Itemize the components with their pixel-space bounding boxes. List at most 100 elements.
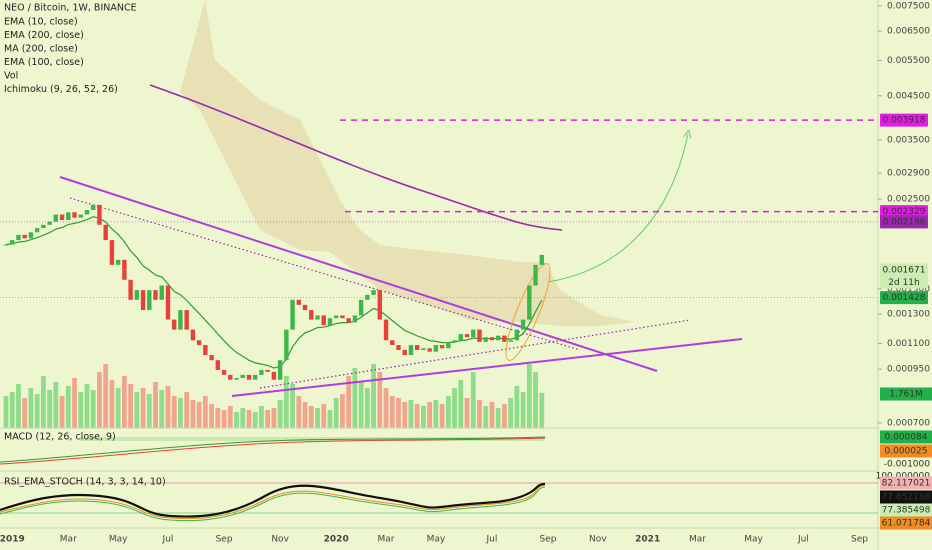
- candle-body: [477, 329, 482, 342]
- candle-body: [489, 337, 495, 341]
- candle-body: [16, 234, 21, 241]
- y-tick-label: 0.004500: [887, 91, 930, 101]
- volume-bar: [396, 398, 401, 428]
- x-tick-label: May: [744, 535, 763, 545]
- candle-body: [402, 349, 407, 356]
- candle-body: [41, 224, 46, 229]
- candle-body: [502, 335, 507, 342]
- volume-bar: [383, 388, 389, 428]
- pane-badge: [880, 444, 932, 458]
- volume-bar: [296, 396, 302, 428]
- y-tick-label: 0.001100: [887, 339, 930, 349]
- candle-body: [10, 240, 15, 245]
- candle-body: [47, 221, 52, 225]
- candle-body: [321, 315, 326, 326]
- symbol-title: NEO / Bitcoin, 1W, BINANCE: [4, 3, 137, 14]
- volume-bar: [377, 372, 383, 428]
- volume-bar: [290, 384, 295, 428]
- volume-bar: [103, 364, 109, 428]
- countdown-label: 2d 11h: [888, 278, 919, 288]
- rsi-pane: RSI_EMA_STOCH (14, 3, 3, 14, 10): [0, 477, 878, 522]
- candle-body: [78, 214, 83, 218]
- candle-body: [259, 369, 264, 375]
- candle-body: [358, 299, 364, 316]
- volume-bar: [489, 402, 495, 428]
- pane-badge-label: -0.001000: [884, 460, 930, 470]
- volume-bar: [445, 396, 451, 428]
- volume-bar: [202, 396, 208, 428]
- legend: NEO / Bitcoin, 1W, BINANCE EMA (10, clos…: [4, 3, 137, 96]
- volume-bar: [209, 404, 214, 428]
- indicator-label: Vol: [4, 71, 18, 82]
- volume-bar: [321, 404, 327, 428]
- x-tick-label: Sep: [216, 535, 233, 545]
- volume-bar: [333, 398, 339, 428]
- indicator-label: EMA (10, close): [4, 17, 78, 28]
- candle-body: [483, 337, 488, 342]
- candle-body: [390, 340, 395, 346]
- volume-bar: [402, 402, 408, 428]
- x-tick-label: Nov: [271, 535, 289, 545]
- candle-body: [352, 315, 358, 323]
- volume-bar: [128, 384, 133, 428]
- x-tick-label: Nov: [589, 535, 607, 545]
- volume-bar: [140, 388, 146, 428]
- x-tick-label: Jul: [162, 535, 174, 545]
- candle-body: [271, 371, 277, 380]
- price-badge-label: 0.001671: [883, 265, 926, 275]
- volume-bar: [3, 396, 9, 428]
- volume-bar: [246, 410, 252, 428]
- dotted-trendline: [69, 197, 581, 351]
- x-tick-label: Jul: [797, 535, 809, 545]
- y-tick-label: 0.003500: [887, 135, 930, 145]
- x-tick-label: 2020: [324, 535, 349, 545]
- x-tick-label: May: [109, 535, 128, 545]
- candle-body: [365, 294, 370, 300]
- candle-body: [296, 299, 302, 305]
- volume-bar: [502, 404, 507, 428]
- volume-bar: [184, 392, 190, 428]
- volume-bar: [196, 402, 202, 428]
- x-tick-label: Mar: [60, 535, 77, 545]
- volume-bar: [533, 372, 538, 428]
- candle-body: [34, 228, 40, 233]
- ichimoku-cloud: [180, 0, 635, 326]
- candle-body: [414, 345, 420, 350]
- volume-bar: [452, 388, 457, 428]
- volume-bar: [9, 392, 15, 428]
- candle-body: [439, 345, 445, 349]
- candle-body: [533, 264, 538, 286]
- volume-bar: [327, 410, 333, 428]
- rsi-label: RSI_EMA_STOCH (14, 3, 3, 14, 10): [4, 477, 166, 488]
- pane-badge-label: 61.071784: [882, 519, 931, 529]
- rsi-green: [0, 486, 546, 522]
- volume-bar: [78, 392, 84, 428]
- candle-body: [134, 290, 140, 300]
- candle-body: [539, 254, 544, 265]
- candle-body: [315, 315, 320, 320]
- volume-bar: [178, 398, 183, 428]
- pane-badge-label: 77.385498: [882, 506, 931, 516]
- pane-badge: [880, 430, 932, 444]
- volume-bar: [389, 396, 395, 428]
- candle-body: [246, 374, 252, 380]
- volume-bar: [90, 390, 96, 428]
- candle-body: [240, 374, 245, 378]
- volume-bar: [271, 408, 277, 428]
- volume-bar: [358, 382, 364, 428]
- candle-body: [464, 334, 470, 338]
- pane-badge-label: 0.000025: [885, 447, 928, 457]
- volume-bar: [159, 390, 165, 428]
- candle-body: [458, 334, 463, 341]
- candle-body: [184, 310, 189, 330]
- volume-bar: [340, 394, 345, 428]
- x-tick-label: Mar: [689, 535, 706, 545]
- y-tick-label: 0.000700: [887, 418, 930, 428]
- candle-body: [253, 374, 258, 380]
- volume-bar: [146, 394, 152, 428]
- candle-body: [290, 299, 295, 330]
- volume-bar: [259, 406, 264, 428]
- candle-body: [153, 290, 158, 300]
- candle-body: [228, 374, 233, 380]
